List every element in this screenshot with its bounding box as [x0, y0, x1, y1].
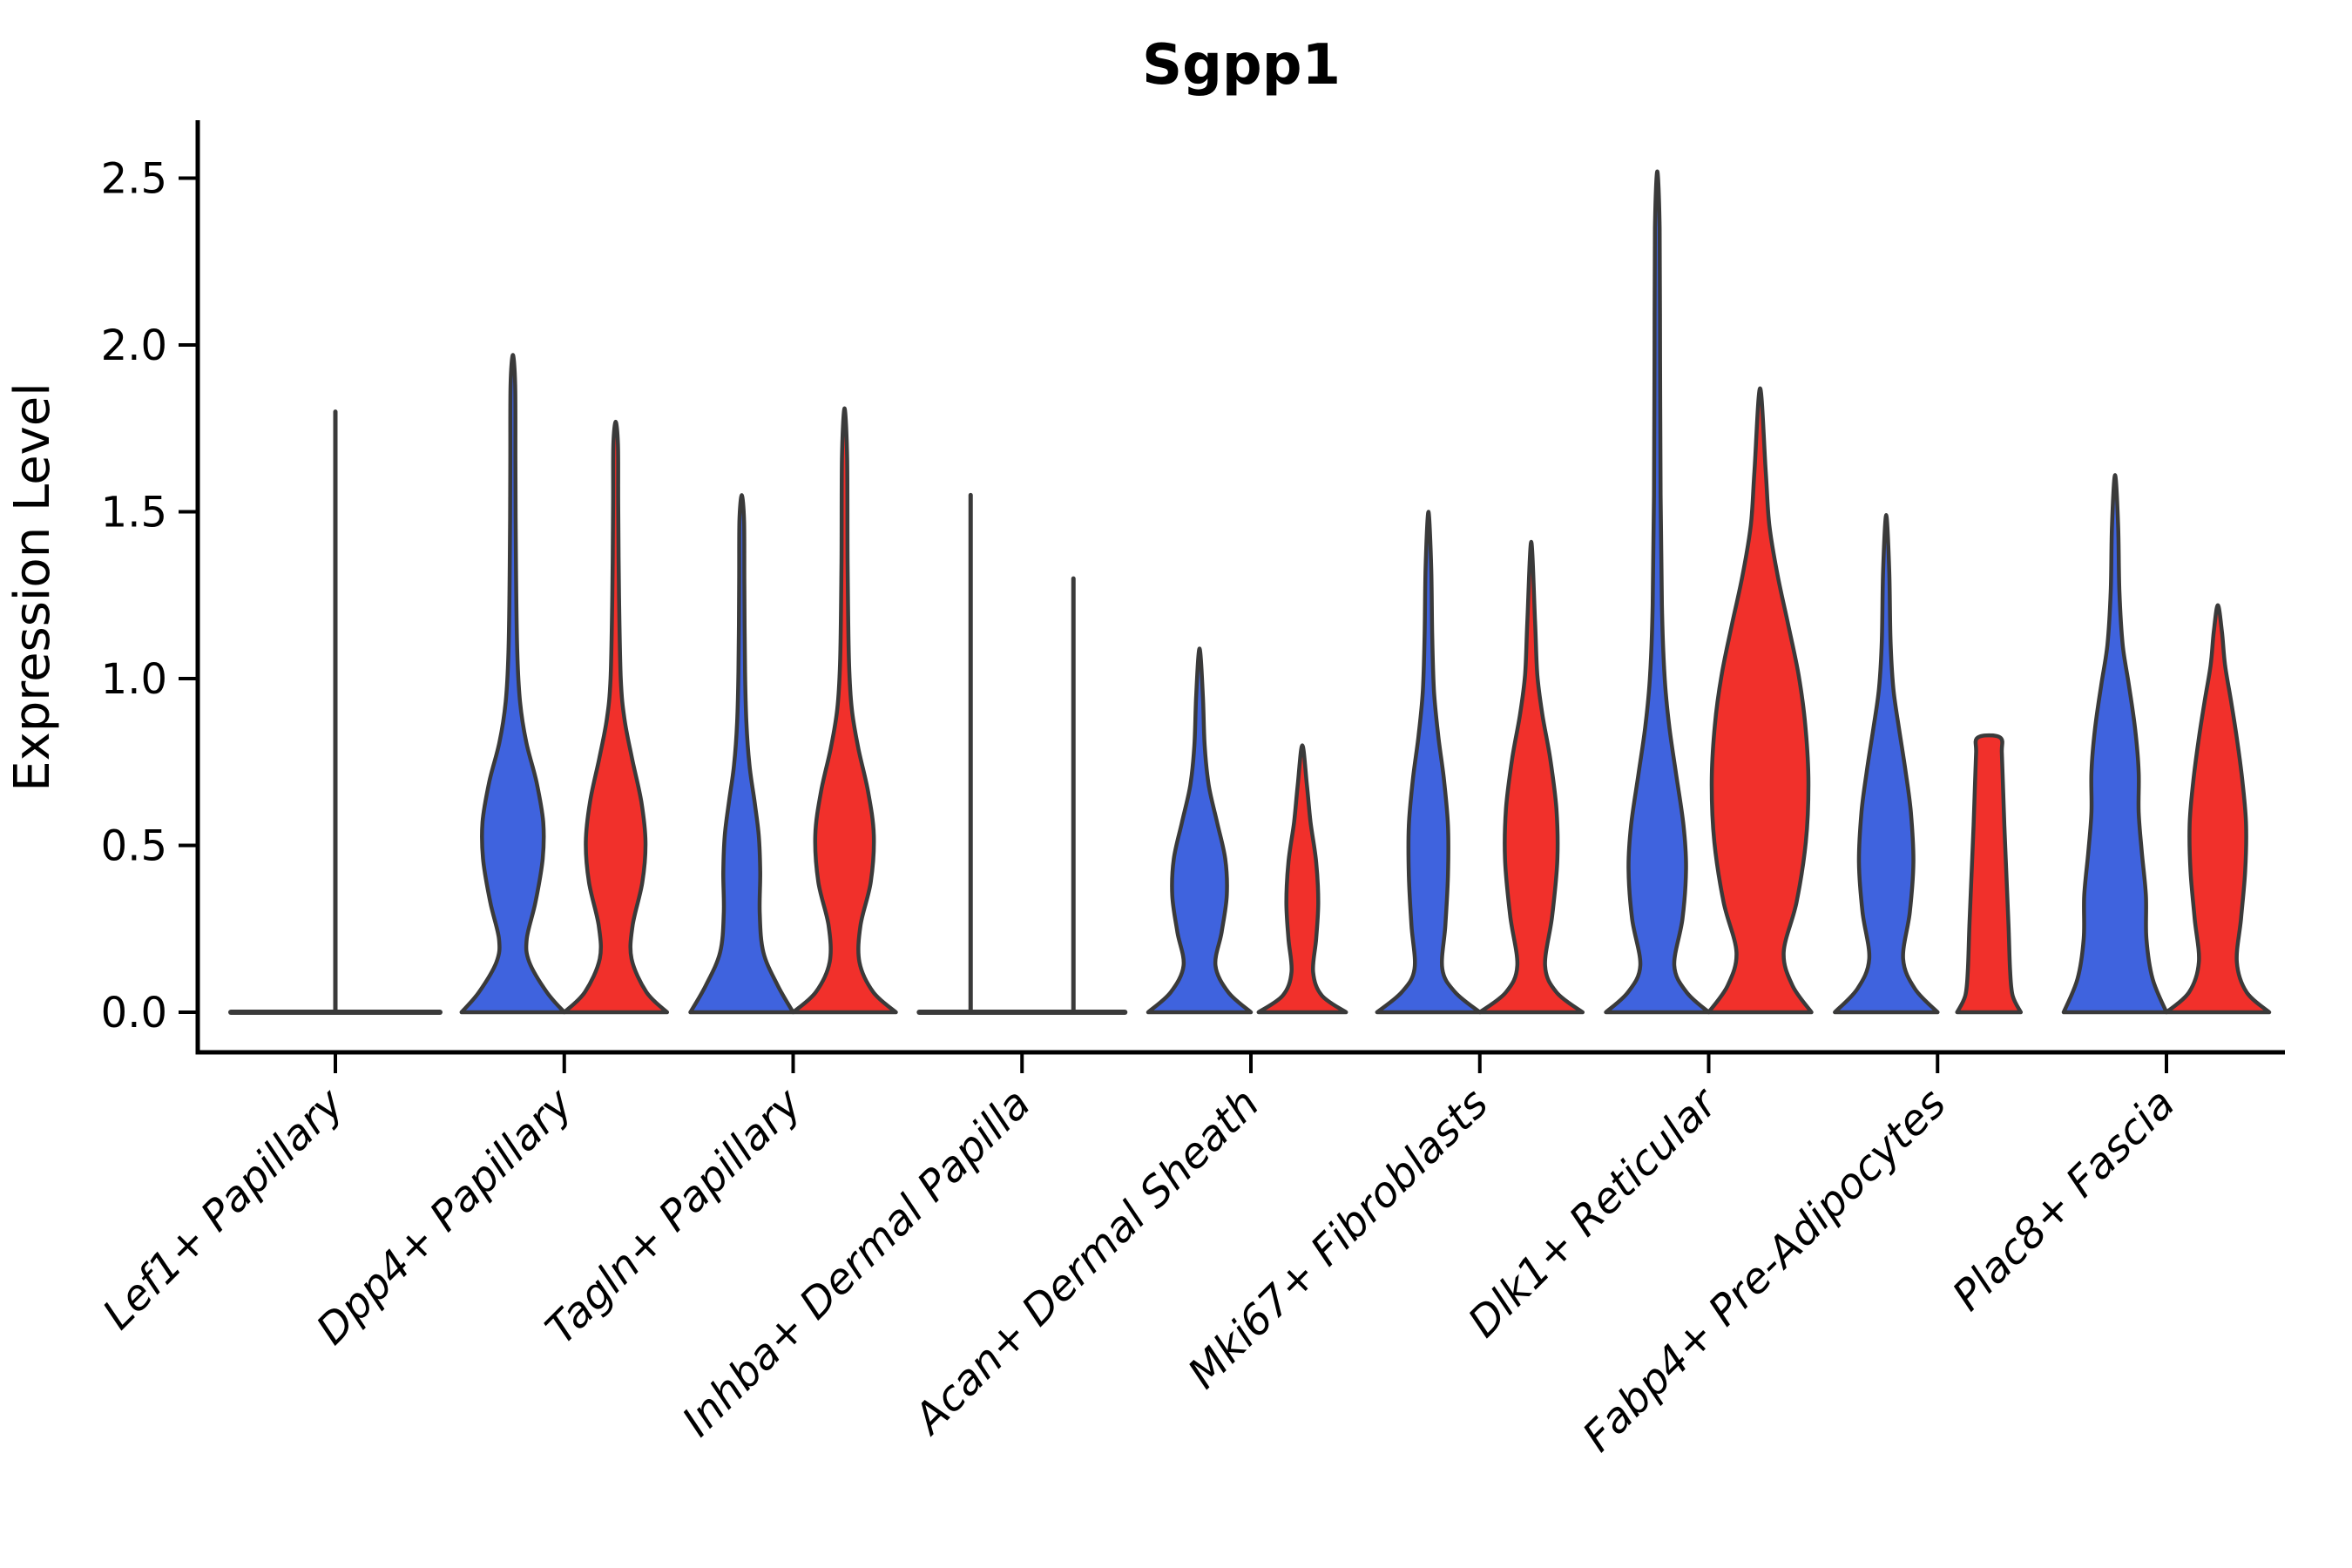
violin-mki67-fibroblasts-blue [1375, 510, 1483, 1015]
violin-dpp4-papillary-blue [459, 353, 567, 1015]
x-tick-label-tagln-papillary: Tagln+ Papillary [537, 1078, 812, 1354]
y-tick-label: 1.5 [101, 489, 167, 537]
violins-layer [228, 169, 2272, 1015]
y-ticks: 0.0 0.5 1.0 1.5 2.0 2.5 [101, 155, 198, 1037]
violin-acan-dermal-sheath-red [1256, 743, 1348, 1015]
x-tick-label-dlk1-reticular: Dlk1+ Reticular [1459, 1078, 1729, 1348]
x-tick-label-dpp4-papillary: Dpp4+ Papillary [308, 1078, 583, 1354]
violin-mki67-fibroblasts-red [1477, 539, 1585, 1015]
y-tick-label: 2.0 [101, 321, 167, 370]
violin-tagln-papillary-blue [688, 493, 795, 1015]
violin-acan-dermal-sheath-blue [1146, 646, 1254, 1015]
violin-fabp4-pre-adipocytes-blue [1833, 513, 1940, 1015]
violin-fabp4-pre-adipocytes-red [1955, 733, 2024, 1015]
y-tick-label: 0.5 [101, 822, 167, 871]
x-tick-label-plac8-fascia: Plac8+ Fascia [1943, 1079, 2185, 1321]
x-tick-label-lef1-papillary: Lef1+ Papillary [93, 1078, 354, 1339]
violin-dpp4-papillary-red [562, 419, 670, 1015]
violin-dlk1-reticular-red [1707, 386, 1814, 1015]
chart-title: Sgpp1 [1142, 33, 1341, 98]
y-tick-label: 2.5 [101, 155, 167, 204]
violin-dlk1-reticular-blue [1604, 169, 1711, 1015]
violin-tagln-papillary-red [791, 406, 898, 1015]
y-tick-label: 1.0 [101, 655, 167, 704]
violin-plac8-fascia-blue [2061, 473, 2169, 1015]
x-tick-label-fabp4-pre-adipocytes: Fabp4+ Pre-Adipocytes [1573, 1079, 1956, 1462]
violin-plac8-fascia-red [2164, 603, 2272, 1015]
y-tick-label: 0.0 [101, 989, 167, 1037]
y-axis-label: Expression Level [4, 382, 61, 792]
